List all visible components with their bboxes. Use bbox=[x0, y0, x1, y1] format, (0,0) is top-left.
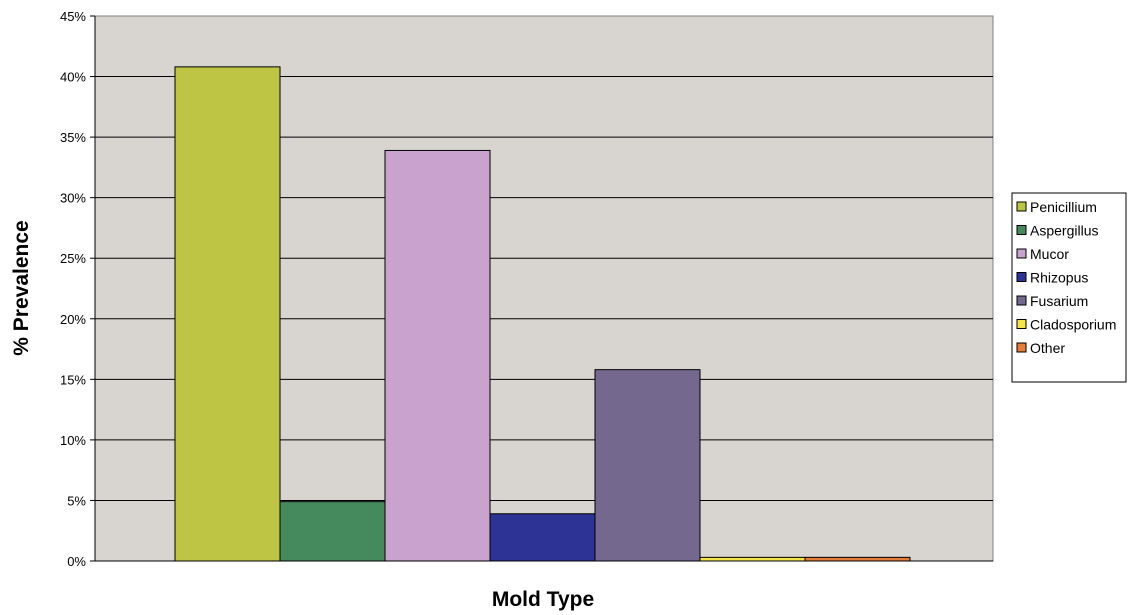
legend-label-fusarium: Fusarium bbox=[1030, 293, 1088, 309]
bar-other bbox=[804, 556, 911, 562]
bar-rhizopus bbox=[489, 513, 596, 562]
legend-swatch-rhizopus bbox=[1016, 272, 1027, 282]
legend-swatch-other bbox=[1016, 342, 1027, 353]
y-tick-label: 0% bbox=[67, 554, 86, 569]
legend-label-other: Other bbox=[1030, 340, 1065, 356]
y-tick-label: 5% bbox=[67, 493, 86, 508]
legend-swatch-fusarium bbox=[1016, 295, 1027, 306]
bar-fusarium bbox=[594, 369, 701, 562]
y-axis-title: % Prevalence bbox=[10, 220, 33, 355]
bar-penicillium bbox=[174, 66, 281, 562]
bars bbox=[174, 66, 911, 562]
legend-items: Penicillium Aspergillus Mucor Rhizopus Fusar… bbox=[1016, 199, 1116, 356]
legend-label-aspergillus: Aspergillus bbox=[1030, 223, 1098, 239]
legend-swatch-penicillium bbox=[1016, 201, 1027, 212]
y-tick-label: 10% bbox=[60, 433, 86, 448]
legend: Penicillium Aspergillus Mucor Rhizopus Fusar… bbox=[1011, 192, 1127, 383]
y-tick-label: 45% bbox=[60, 9, 86, 24]
bar-mucor bbox=[384, 149, 491, 562]
x-axis-title: Mold Type bbox=[492, 588, 594, 611]
y-axis-ticks: 0% 5% 10% 15% 20% 25% 30% 35% 40% 45% bbox=[60, 9, 95, 569]
bar-aspergillus bbox=[279, 501, 386, 562]
y-tick-label: 20% bbox=[60, 312, 86, 327]
legend-swatch-cladosporium bbox=[1016, 319, 1027, 329]
y-tick-label: 30% bbox=[60, 191, 86, 206]
y-tick-label: 25% bbox=[60, 251, 86, 266]
legend-label-mucor: Mucor bbox=[1030, 246, 1069, 262]
legend-swatch-aspergillus bbox=[1016, 225, 1027, 235]
legend-label-rhizopus: Rhizopus bbox=[1030, 270, 1088, 286]
y-tick-label: 35% bbox=[60, 130, 86, 145]
bar-cladosporium bbox=[699, 556, 806, 562]
legend-swatch-mucor bbox=[1016, 248, 1027, 259]
legend-label-cladosporium: Cladosporium bbox=[1030, 317, 1116, 333]
legend-label-penicillium: Penicillium bbox=[1030, 199, 1097, 215]
y-tick-label: 15% bbox=[60, 372, 86, 387]
y-tick-label: 40% bbox=[60, 70, 86, 85]
legend-box bbox=[1011, 192, 1127, 383]
